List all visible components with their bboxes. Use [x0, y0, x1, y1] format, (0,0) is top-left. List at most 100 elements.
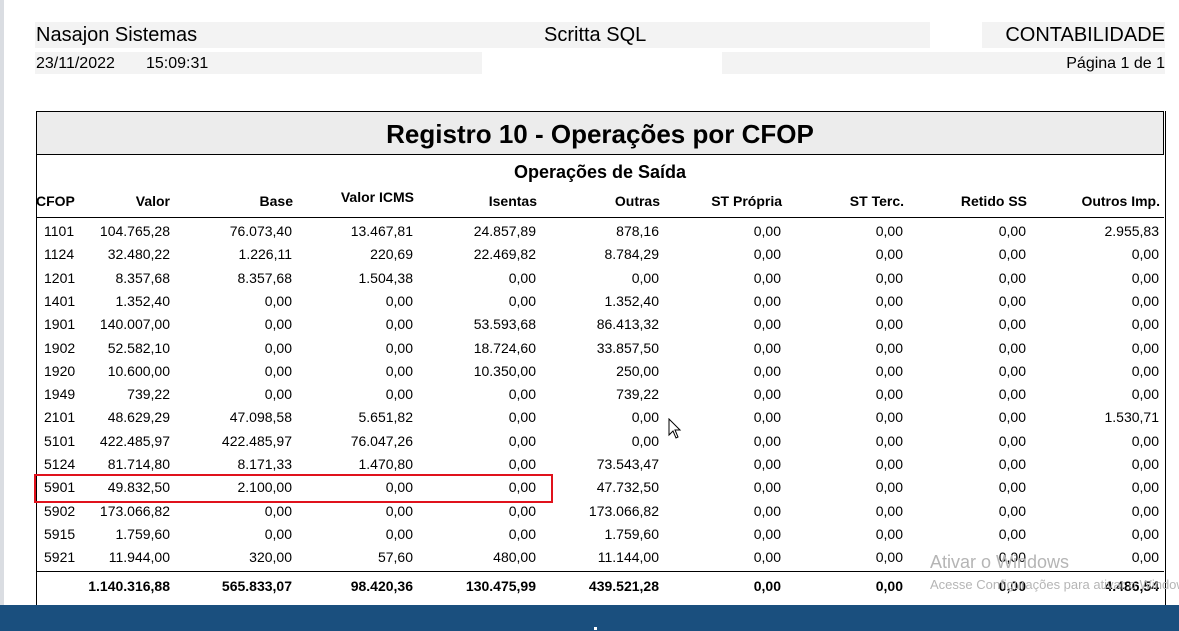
report-time: 15:09:31 — [146, 55, 209, 72]
cell-cfop: 5915 — [44, 525, 76, 542]
cell-st-propria: 0,00 — [753, 339, 781, 356]
cell-valor-icms: 5.651,82 — [358, 409, 414, 426]
cell-valor-icms: 1.504,38 — [358, 269, 414, 286]
cell-st-propria: 0,00 — [753, 246, 781, 263]
table-row: 1401 1.352,40 0,00 0,00 0,00 1.352,40 0,00 0,00… — [36, 290, 1164, 313]
cell-outras: 11.144,00 — [597, 549, 659, 566]
cell-st-terc: 0,00 — [875, 246, 903, 263]
report-title: Registro 10 - Operações por CFOP — [386, 119, 814, 149]
cell-valor-icms: 0,00 — [385, 362, 413, 379]
cell-isentas: 0,00 — [508, 292, 536, 309]
cell-st-propria: 0,00 — [753, 432, 781, 449]
page-indicator: Página 1 de 1 — [1066, 55, 1165, 72]
cell-isentas: 18.724,60 — [473, 339, 536, 356]
cell-cfop: 5902 — [44, 502, 76, 519]
cell-st-propria: 0,00 — [753, 456, 781, 472]
cell-base: 320,00 — [249, 549, 292, 566]
cell-valor-icms: 0,00 — [385, 292, 413, 309]
cell-retido-ss: 0,00 — [998, 409, 1026, 426]
cell-retido-ss: 0,00 — [998, 525, 1026, 542]
cell-st-terc: 0,00 — [875, 549, 903, 566]
cell-valor: 11.944,00 — [108, 549, 170, 566]
totals-row: 1.140.316,88 565.833,07 98.420,36 130.475,9… — [36, 575, 1164, 598]
total-outras: 439.521,28 — [588, 578, 659, 594]
cell-outras: 47.732,50 — [596, 479, 659, 496]
cell-outras: 8.784,29 — [604, 246, 660, 263]
cell-outras: 0,00 — [631, 432, 659, 449]
total-outros-imp: 4.486,54 — [1104, 578, 1160, 594]
cell-outras: 73.543,47 — [596, 456, 659, 472]
total-valor: 1.140.316,88 — [88, 578, 170, 594]
cell-outros-imp: 0,00 — [1131, 316, 1159, 333]
cell-st-propria: 0,00 — [753, 525, 781, 542]
company-name: Nasajon Sistemas — [36, 24, 198, 46]
total-st-terc: 0,00 — [875, 578, 903, 594]
table-row: 5915 1.759,60 0,00 0,00 0,00 1.759,60 0,00 0,00… — [36, 523, 1164, 546]
cell-isentas: 0,00 — [508, 386, 536, 403]
cell-outros-imp: 0,00 — [1131, 386, 1159, 403]
cell-st-terc: 0,00 — [875, 502, 903, 519]
table-row: 1920 10.600,00 0,00 0,00 10.350,00 250,00 0,00… — [36, 360, 1164, 383]
cell-outras: 250,00 — [616, 362, 659, 379]
cell-outros-imp: 0,00 — [1131, 246, 1159, 263]
cell-base: 1.226,11 — [238, 246, 292, 263]
cell-valor: 173.066,82 — [99, 502, 170, 519]
cell-base: 76.073,40 — [229, 223, 292, 239]
cell-outros-imp: 0,00 — [1131, 432, 1159, 449]
cell-cfop: 1902 — [44, 339, 76, 356]
table-row: 5921 11.944,00 320,00 57,60 480,00 11.144,00 0… — [36, 546, 1164, 569]
col-header-isentas: Isentas — [488, 193, 537, 209]
report-frame — [36, 111, 1166, 606]
col-header-valor-icms: Valor ICMS — [340, 189, 414, 205]
col-header-cfop: CFOP — [36, 193, 75, 209]
cell-cfop: 1401 — [44, 292, 76, 309]
cell-st-propria: 0,00 — [753, 269, 781, 286]
total-valor-icms: 98.420,36 — [350, 578, 413, 594]
cell-retido-ss: 0,00 — [998, 386, 1026, 403]
cell-valor: 48.629,29 — [107, 409, 170, 426]
cell-cfop: 1949 — [44, 386, 76, 403]
cell-valor: 32.480,22 — [107, 246, 170, 263]
cell-valor: 422.485,97 — [99, 432, 170, 449]
cell-outros-imp: 0,00 — [1131, 502, 1159, 519]
cell-base: 0,00 — [264, 525, 292, 542]
redacted-box — [482, 50, 722, 76]
cell-valor-icms: 220,69 — [370, 246, 413, 263]
cell-base: 0,00 — [264, 386, 292, 403]
cell-st-terc: 0,00 — [875, 479, 903, 496]
cell-valor-icms: 0,00 — [385, 525, 413, 542]
report-date: 23/11/2022 — [36, 55, 115, 72]
total-base: 565.833,07 — [221, 578, 292, 594]
cell-st-propria: 0,00 — [753, 479, 781, 496]
cell-outros-imp: 0,00 — [1131, 525, 1159, 542]
report-subtitle: Operações de Saída — [513, 162, 687, 182]
cell-cfop: 5901 — [44, 479, 76, 496]
cell-valor: 104.765,28 — [99, 223, 170, 239]
cell-retido-ss: 0,00 — [998, 549, 1026, 566]
table-row: 1201 8.357,68 8.357,68 1.504,38 0,00 0,00 0,00… — [36, 267, 1164, 290]
cell-st-terc: 0,00 — [875, 223, 903, 239]
cell-valor-icms: 0,00 — [385, 386, 413, 403]
activation-watermark-title: Ativar o Windows — [930, 552, 1070, 572]
cell-st-propria: 0,00 — [753, 409, 781, 426]
totals-divider — [36, 571, 1164, 572]
cell-outros-imp: 0,00 — [1131, 362, 1159, 379]
header-divider — [36, 217, 1164, 218]
cell-st-propria: 0,00 — [753, 362, 781, 379]
table-row: 5902 173.066,82 0,00 0,00 0,00 173.066,82 0,00… — [36, 500, 1164, 523]
cell-outras: 173.066,82 — [588, 502, 659, 519]
cell-retido-ss: 0,00 — [998, 223, 1026, 239]
cell-isentas: 22.469,82 — [473, 246, 536, 263]
cell-valor: 8.357,68 — [115, 269, 171, 286]
cell-base: 0,00 — [264, 292, 292, 309]
col-header-valor: Valor — [135, 193, 170, 209]
col-header-st-terc: ST Terc. — [849, 193, 904, 209]
cell-retido-ss: 0,00 — [998, 316, 1026, 333]
cell-cfop: 1101 — [44, 223, 75, 239]
cell-valor-icms: 0,00 — [385, 316, 413, 333]
cell-st-propria: 0,00 — [753, 386, 781, 403]
cell-cfop: 1124 — [44, 246, 75, 263]
col-header-outras: Outras — [614, 193, 660, 209]
table-row: 2101 48.629,29 47.098,58 5.651,82 0,00 0,00 0,… — [36, 406, 1164, 429]
cell-base: 8.357,68 — [237, 269, 293, 286]
